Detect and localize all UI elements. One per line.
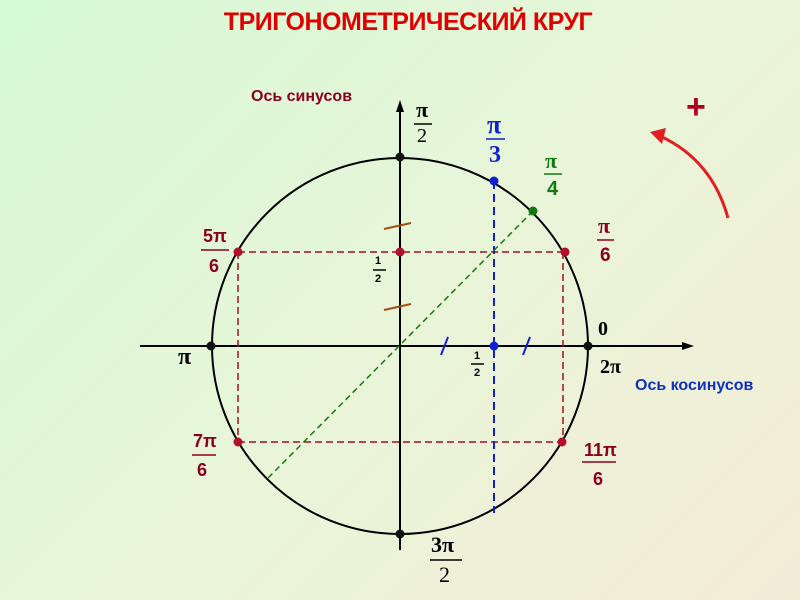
label-3pi-2-num: 3π [431, 532, 455, 557]
label-pi-6-den: 6 [600, 245, 611, 266]
label-3pi-2-den: 2 [439, 562, 450, 587]
point-0 [583, 341, 593, 351]
point-3pi-2 [395, 529, 405, 539]
green-dashed-line [266, 210, 534, 480]
label-11pi-6-den: 6 [593, 469, 604, 489]
cosine-axis-label: Ось косинусов [635, 377, 754, 394]
point-7pi-6 [233, 437, 243, 447]
page-title: ТРИГОНОМЕТРИЧЕСКИЙ КРУГ [223, 8, 593, 36]
label-pi-3-den: 3 [489, 142, 501, 168]
label-pi-2-num: π [416, 97, 429, 122]
label-11pi-6-num: 11π [584, 440, 617, 460]
sine-axis-label: Ось синусов [251, 88, 353, 105]
fraction-bars [192, 123, 616, 561]
label-zero: 0 [598, 318, 608, 340]
label-cos-half-num: 1 [474, 350, 481, 362]
label-7pi-6-num: 7π [193, 431, 217, 451]
point-pi-6 [560, 247, 570, 257]
points [206, 152, 593, 539]
positive-direction-sign: + [686, 88, 706, 126]
label-sin-half-num: 1 [375, 255, 382, 267]
red-dashed-lines [237, 251, 564, 443]
label-7pi-6-den: 6 [197, 460, 208, 480]
label-pi-4-num: π [545, 148, 558, 173]
label-sin-half-den: 2 [375, 273, 382, 285]
direction-arrowhead [650, 128, 666, 144]
label-pi-4-den: 4 [547, 178, 559, 200]
label-pi-2-den: 2 [417, 125, 427, 147]
point-pi-3 [489, 176, 499, 186]
direction-arrow [659, 134, 730, 219]
equal-segment-marks-horizontal [440, 336, 531, 356]
equal-segment-marks-vertical [383, 222, 412, 311]
label-pi-3-num: π [487, 110, 502, 139]
point-pi-4 [528, 206, 538, 216]
point-pi-2 [395, 152, 405, 162]
x-axis-arrow [682, 342, 694, 350]
label-pi-6-num: π [598, 213, 611, 238]
point-11pi-6 [557, 437, 567, 447]
label-2pi: 2π [600, 356, 621, 378]
point-cos-half [489, 341, 499, 351]
label-5pi-6-den: 6 [209, 256, 220, 276]
y-axis-arrow [396, 100, 404, 112]
label-5pi-6-num: 5π [203, 226, 227, 246]
point-5pi-6 [233, 247, 243, 257]
label-cos-half-den: 2 [474, 367, 481, 379]
label-pi: π [178, 344, 192, 370]
point-sin-half [395, 247, 405, 257]
point-pi [206, 341, 216, 351]
